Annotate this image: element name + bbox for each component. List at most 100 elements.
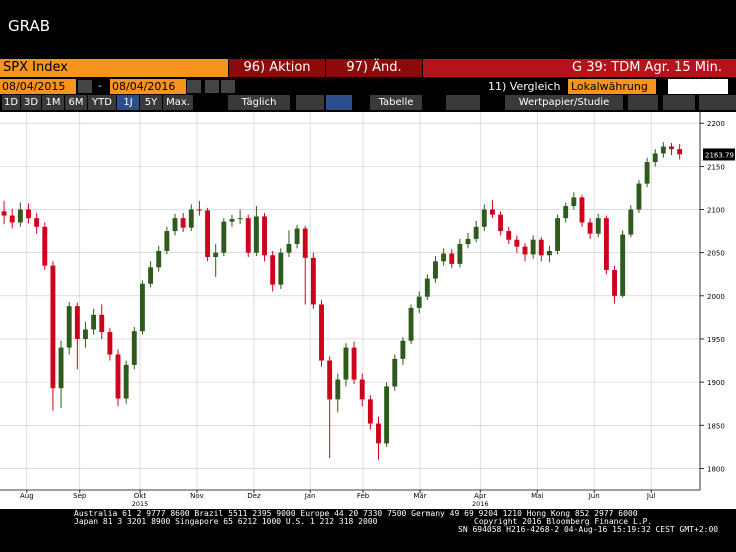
candle-body [612, 269, 617, 296]
footer-line: Copyright 2016 Bloomberg Finance L.P. [474, 517, 653, 526]
candle-body [188, 209, 194, 228]
candle-body [58, 347, 64, 389]
candle-body [131, 331, 137, 365]
candle-body [148, 267, 154, 284]
candle-body [262, 216, 267, 256]
y-tick-label: 1950 [707, 336, 725, 344]
candle-body [522, 246, 528, 255]
currency-field[interactable]: Lokalwährung [568, 79, 656, 94]
prev-arrow[interactable] [205, 80, 219, 93]
candle-body [538, 239, 544, 256]
candle-body [636, 183, 642, 210]
candle-body [1, 211, 7, 216]
x-year-label: 2015 [132, 500, 149, 508]
candle-body [457, 244, 463, 264]
x-tick-label: Feb [357, 492, 370, 500]
candle-body [408, 307, 414, 341]
footer-line: Japan 81 3 3201 8900 Singapore 65 6212 1… [74, 517, 378, 526]
x-tick-label: Mai [531, 492, 543, 500]
action-menu[interactable]: 96) Aktion [229, 59, 325, 77]
x-tick-label: Jun [588, 492, 600, 500]
period-button[interactable]: 1D [2, 95, 20, 110]
x-tick-label: Jul [646, 492, 656, 500]
candle-body [156, 250, 162, 268]
start-date[interactable]: 08/04/2015 [0, 79, 76, 94]
x-tick-label: Jan [304, 492, 316, 500]
candle-body [196, 209, 202, 211]
x-tick-label: Nov [190, 492, 204, 500]
chart-background [0, 112, 736, 509]
candle-body [498, 214, 504, 232]
table-button[interactable]: Tabelle [370, 95, 422, 110]
candle-body [42, 226, 48, 266]
candle-body [481, 209, 487, 227]
candle-body [278, 252, 284, 285]
candle-body [628, 209, 634, 235]
security-field[interactable]: SPX Index [0, 59, 228, 77]
candle-body [286, 244, 292, 253]
back-button[interactable] [668, 79, 728, 94]
candle-body [327, 360, 333, 400]
candle-body [99, 314, 105, 333]
candle-body [253, 216, 259, 253]
line-chart-button[interactable] [296, 95, 324, 110]
frequency-menu[interactable]: Täglich [228, 95, 290, 110]
candle-body [555, 218, 560, 251]
candle-body [465, 238, 471, 245]
period-button[interactable]: 6M [65, 95, 87, 110]
candle-body [490, 209, 495, 215]
candle-chart-button[interactable] [326, 95, 352, 110]
candle-body [514, 239, 520, 247]
candle-body [603, 218, 609, 270]
period-button[interactable]: Max. [163, 95, 193, 110]
end-date[interactable]: 08/04/2016 [110, 79, 186, 94]
edit-button[interactable] [663, 95, 695, 110]
calendar-icon[interactable] [78, 80, 92, 93]
function-bar: G 39: TDM Agr. 15 Min. [423, 59, 736, 77]
y-tick-label: 2050 [707, 250, 725, 258]
candle-body [416, 296, 422, 308]
period-button[interactable]: 3D [21, 95, 41, 110]
calendar-icon[interactable] [187, 80, 201, 93]
x-tick-label: Okt [134, 492, 147, 500]
x-tick-label: Dez [247, 492, 261, 500]
candle-body [213, 252, 219, 257]
candle-body [123, 364, 129, 399]
next-arrow[interactable] [221, 80, 235, 93]
candle-body [359, 379, 365, 400]
last-price-label: 2163.79 [705, 151, 734, 159]
candle-body [172, 218, 178, 232]
x-year-label: 2016 [472, 500, 489, 508]
collapse-button[interactable] [446, 95, 480, 110]
y-tick-label: 2150 [707, 163, 725, 171]
x-tick-label: Aug [20, 492, 34, 500]
candle-body [26, 209, 31, 219]
x-tick-label: Mär [413, 492, 426, 500]
period-button[interactable]: YTD [88, 95, 116, 110]
change-menu[interactable]: 97) Änd. [326, 59, 422, 77]
period-button[interactable]: 5Y [140, 95, 162, 110]
candle-body [164, 231, 170, 251]
candle-body [302, 228, 308, 258]
settings-button[interactable] [699, 95, 736, 110]
candle-body [34, 218, 40, 227]
candle-body [579, 197, 585, 223]
candle-body [335, 379, 341, 400]
candle-body [530, 239, 536, 255]
candle-body [91, 314, 97, 330]
period-button[interactable]: 1M [42, 95, 64, 110]
date-separator: - [98, 81, 102, 92]
period-button[interactable]: 1J [117, 95, 139, 110]
candle-body [9, 215, 15, 223]
candle-body [115, 354, 121, 399]
candle-body [400, 340, 406, 359]
candle-body [343, 347, 349, 380]
study-button[interactable]: Wertpapier/Studie [505, 95, 623, 110]
candle-body [433, 261, 438, 279]
candle-body [644, 162, 650, 184]
compare-button[interactable]: 11) Vergleich [488, 80, 561, 93]
candle-body [83, 329, 88, 339]
flag-button[interactable] [628, 95, 658, 110]
candle-body [677, 149, 683, 155]
